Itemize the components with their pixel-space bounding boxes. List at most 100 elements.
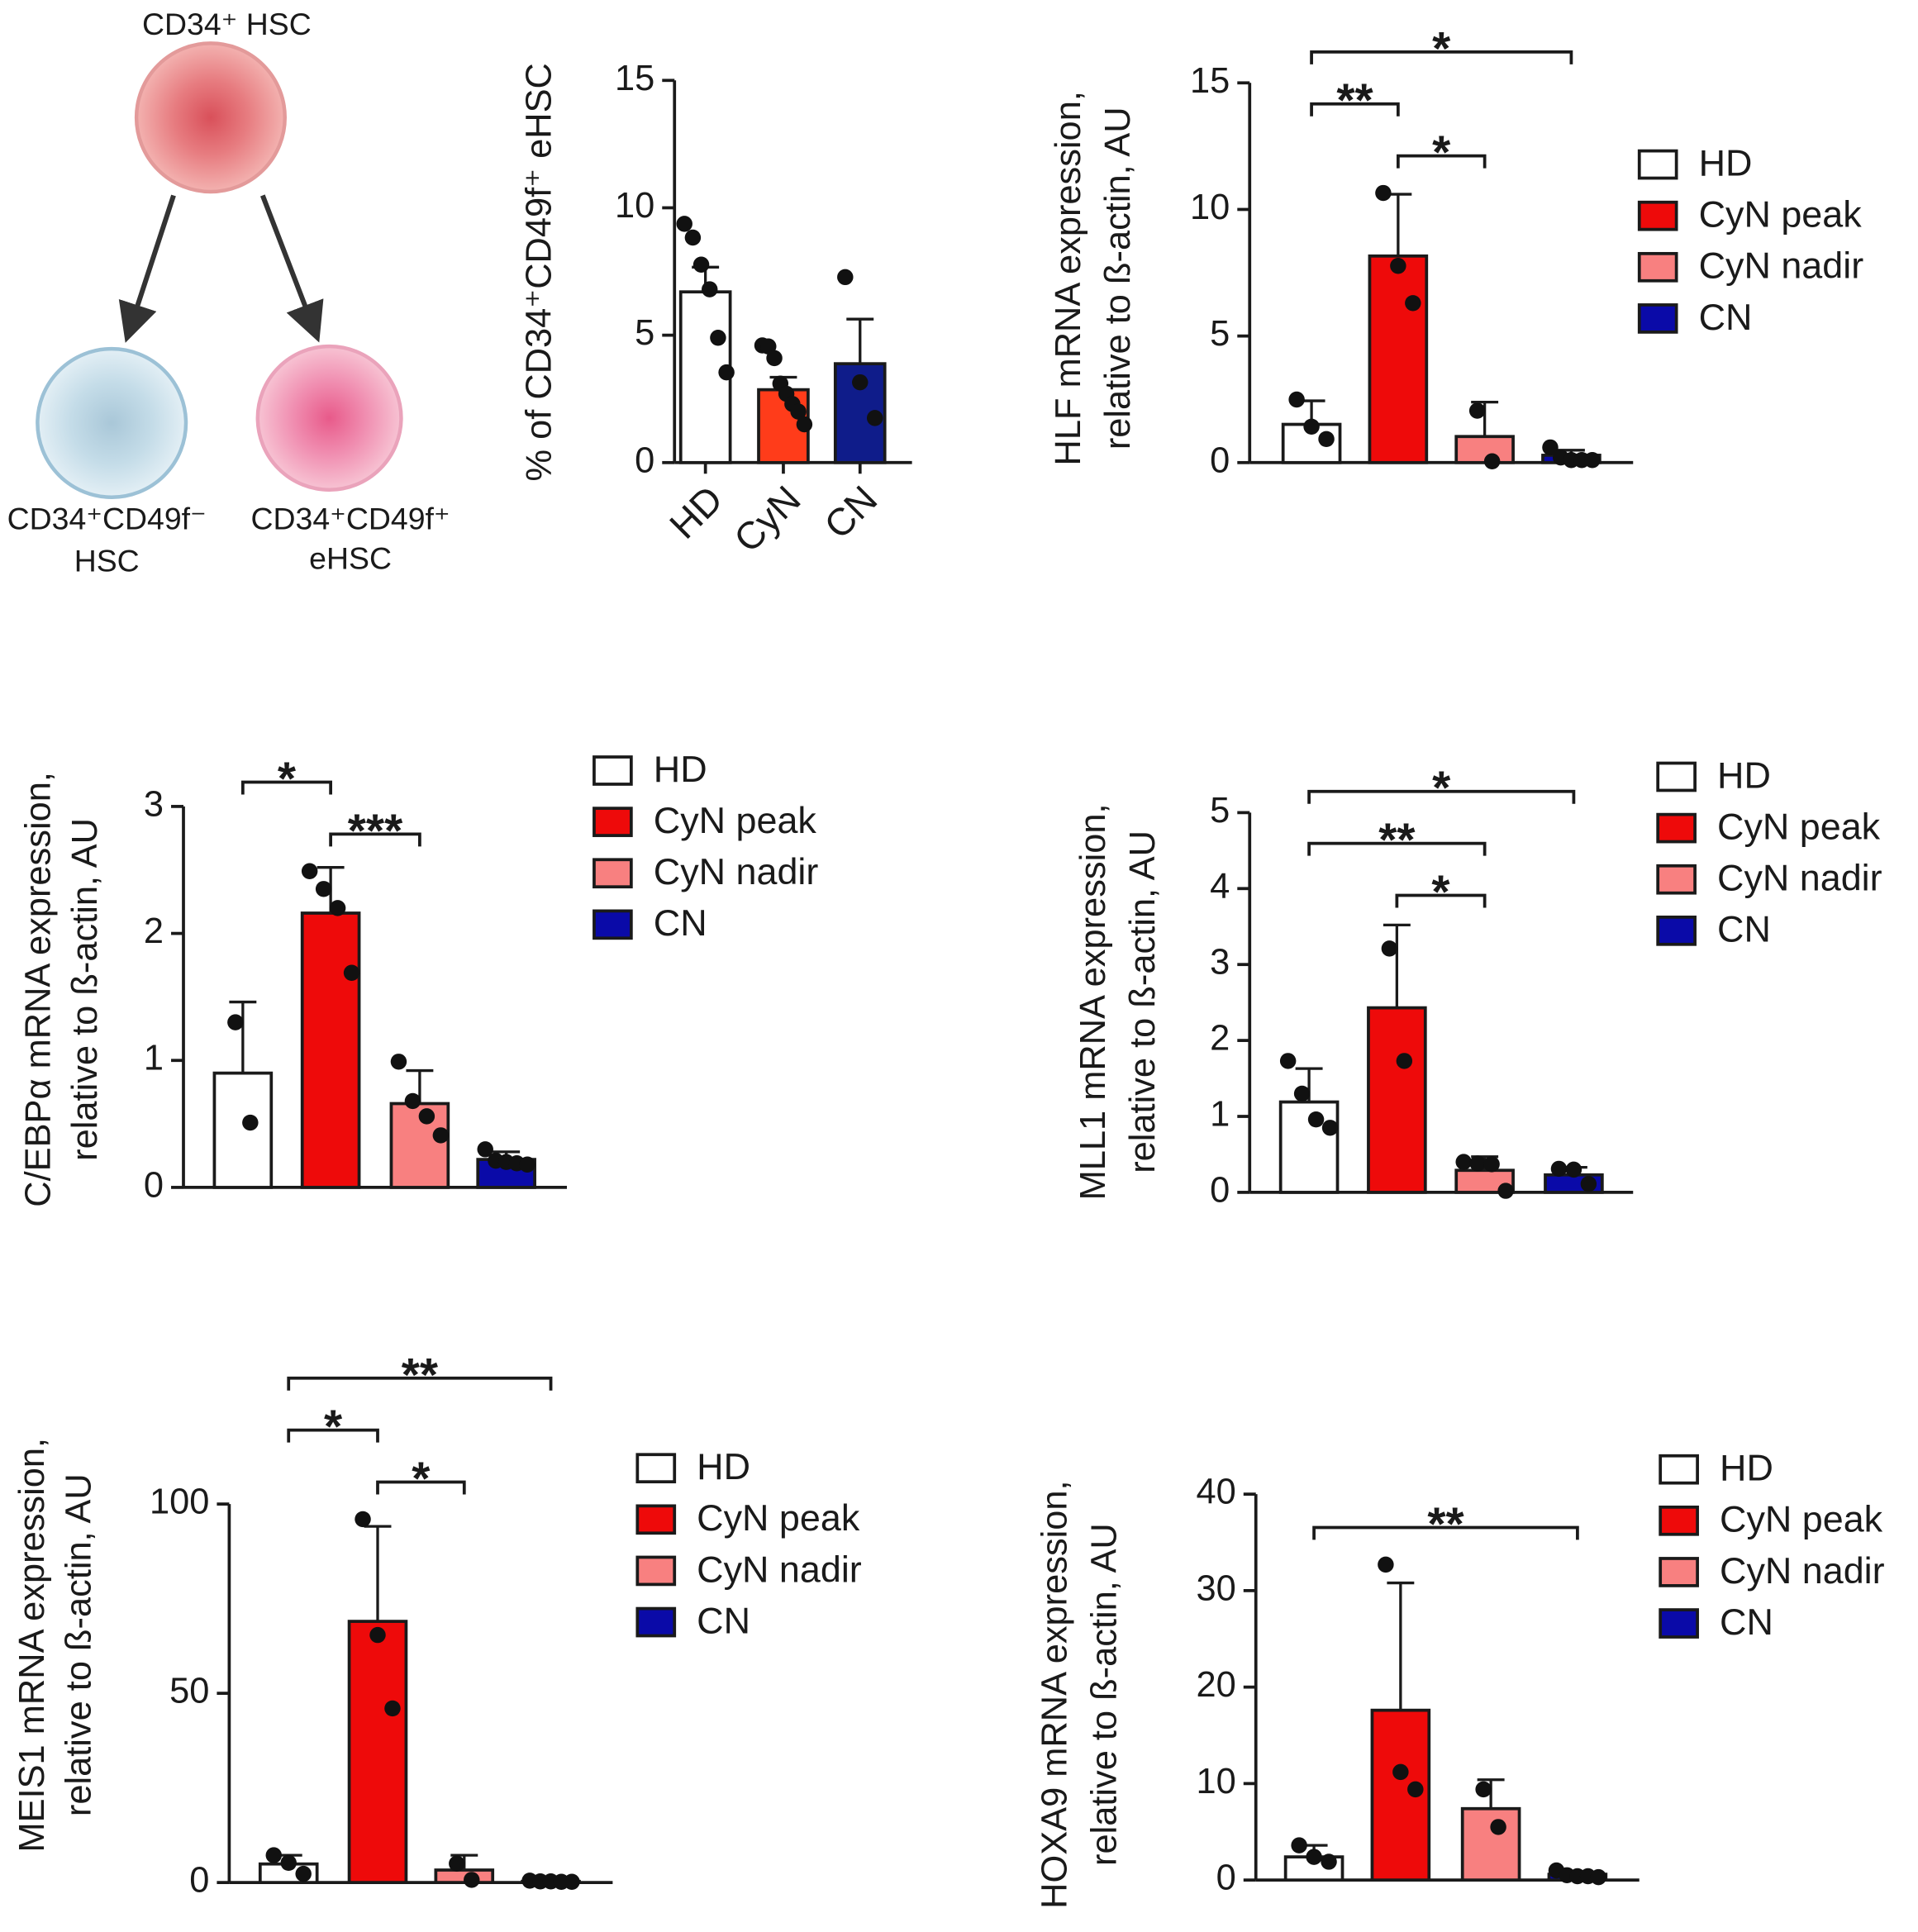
significance-bracket — [1310, 102, 1400, 117]
significance-bracket — [1307, 789, 1576, 804]
significance-bracket — [329, 832, 421, 847]
data-point — [1475, 1781, 1492, 1798]
data-point — [796, 416, 813, 433]
data-point — [718, 364, 735, 381]
legend-swatch — [1656, 864, 1697, 895]
arrow — [118, 194, 176, 343]
legend-swatch — [1656, 761, 1697, 792]
y-tick-label: 15 — [615, 59, 654, 98]
data-point — [1321, 1853, 1337, 1870]
legend-swatch — [1659, 1454, 1699, 1485]
data-point — [692, 256, 710, 273]
legend-label: CyN peak — [697, 1497, 860, 1539]
data-point — [384, 1700, 401, 1717]
data-point — [265, 1847, 283, 1863]
data-point — [1468, 402, 1486, 419]
significance-bracket — [1307, 841, 1487, 856]
y-tick-label: 0 — [635, 440, 654, 480]
cell-label: CD34⁺CD49f⁺ — [250, 502, 450, 536]
legend-label: CyN peak — [654, 799, 817, 841]
data-point — [1483, 1156, 1500, 1173]
legend-label: CN — [1720, 1601, 1773, 1643]
chart-panel: 0 5 10 15 HLF mRNA expression, relative to ß-… — [1049, 23, 1863, 480]
significance-bracket — [240, 780, 332, 795]
significance-label: * — [1432, 23, 1451, 75]
cell-diagram: CD34⁺ HSC CD34⁺CD49f⁻ HSC CD34⁺CD49f⁺ eH… — [7, 7, 450, 578]
y-axis-label: relative to ß-actin, AU — [1123, 830, 1163, 1173]
legend-label: CN — [1699, 296, 1753, 338]
data-point — [390, 1054, 407, 1070]
bar — [1460, 1806, 1521, 1882]
significance-label: ** — [1378, 815, 1416, 867]
x-tick-label: HD — [661, 478, 731, 547]
legend-label: CyN nadir — [1699, 245, 1864, 287]
legend-label: CN — [1717, 908, 1771, 950]
legend-label: CN — [697, 1599, 750, 1641]
data-point — [418, 1108, 435, 1125]
data-point — [790, 403, 807, 420]
data-point — [1483, 453, 1501, 470]
y-tick-label: 4 — [1210, 867, 1230, 907]
cell-label: CD34⁺ HSC — [142, 7, 312, 41]
y-tick-label: 40 — [1197, 1473, 1236, 1512]
y-tick-label: 0 — [144, 1165, 164, 1205]
data-point — [710, 329, 726, 346]
data-point — [1306, 1849, 1322, 1865]
y-tick-label: 5 — [635, 313, 654, 353]
error-bar — [1477, 1778, 1505, 1809]
significance-bracket — [1310, 50, 1573, 64]
legend-swatch — [1637, 251, 1678, 283]
y-tick-label: 5 — [1210, 791, 1230, 830]
chart-panel: 0 1 2 3 C/EBPα mRNA expression, relative to ß… — [18, 748, 818, 1207]
data-point — [1584, 452, 1601, 469]
data-point — [1396, 1053, 1413, 1069]
significance-label: *** — [348, 805, 403, 857]
data-point — [766, 350, 783, 367]
error-bar — [846, 317, 874, 364]
data-point — [1318, 431, 1335, 448]
y-tick-label: 50 — [169, 1672, 209, 1711]
legend-label: CyN nadir — [697, 1548, 862, 1590]
significance-label: ** — [1336, 75, 1373, 127]
error-bar — [1383, 923, 1411, 1008]
y-tick-label: 1 — [1210, 1094, 1230, 1134]
data-point — [676, 216, 692, 232]
legend-label: CyN peak — [1717, 805, 1881, 847]
data-point — [343, 964, 360, 981]
data-point — [519, 1156, 535, 1173]
legend-label: HD — [654, 748, 707, 790]
y-tick-label: 10 — [1197, 1762, 1236, 1801]
significance-bracket — [1396, 154, 1487, 169]
data-point — [449, 1855, 465, 1872]
data-point — [866, 410, 883, 426]
y-tick-label: 2 — [144, 911, 164, 951]
significance-label: * — [1432, 127, 1451, 179]
data-point — [1291, 1837, 1307, 1853]
data-point — [227, 1014, 244, 1030]
y-tick-label: 0 — [1210, 1170, 1230, 1210]
error-bar — [364, 1525, 392, 1622]
significance-bracket — [287, 1428, 379, 1443]
significance-label: ** — [402, 1349, 439, 1401]
error-bar — [1387, 1581, 1415, 1711]
significance-label: ** — [1427, 1498, 1464, 1550]
y-axis-label: C/EBPα mRNA expression, — [18, 772, 58, 1207]
data-point — [684, 229, 702, 246]
data-point — [1542, 439, 1559, 456]
data-point — [1307, 1111, 1325, 1128]
legend-label: HD — [697, 1445, 750, 1487]
data-point — [242, 1114, 259, 1131]
y-tick-label: 100 — [150, 1482, 209, 1522]
legend-label: CN — [654, 902, 707, 944]
legend-label: CyN peak — [1699, 193, 1863, 236]
y-tick-label: 3 — [144, 784, 164, 824]
legend-swatch — [593, 755, 633, 786]
y-tick-label: 15 — [1190, 61, 1230, 101]
data-point — [432, 1127, 450, 1144]
y-tick-label: 1 — [144, 1039, 164, 1078]
data-point — [702, 281, 718, 297]
data-point — [329, 900, 346, 916]
legend-label: CyN peak — [1720, 1498, 1883, 1540]
